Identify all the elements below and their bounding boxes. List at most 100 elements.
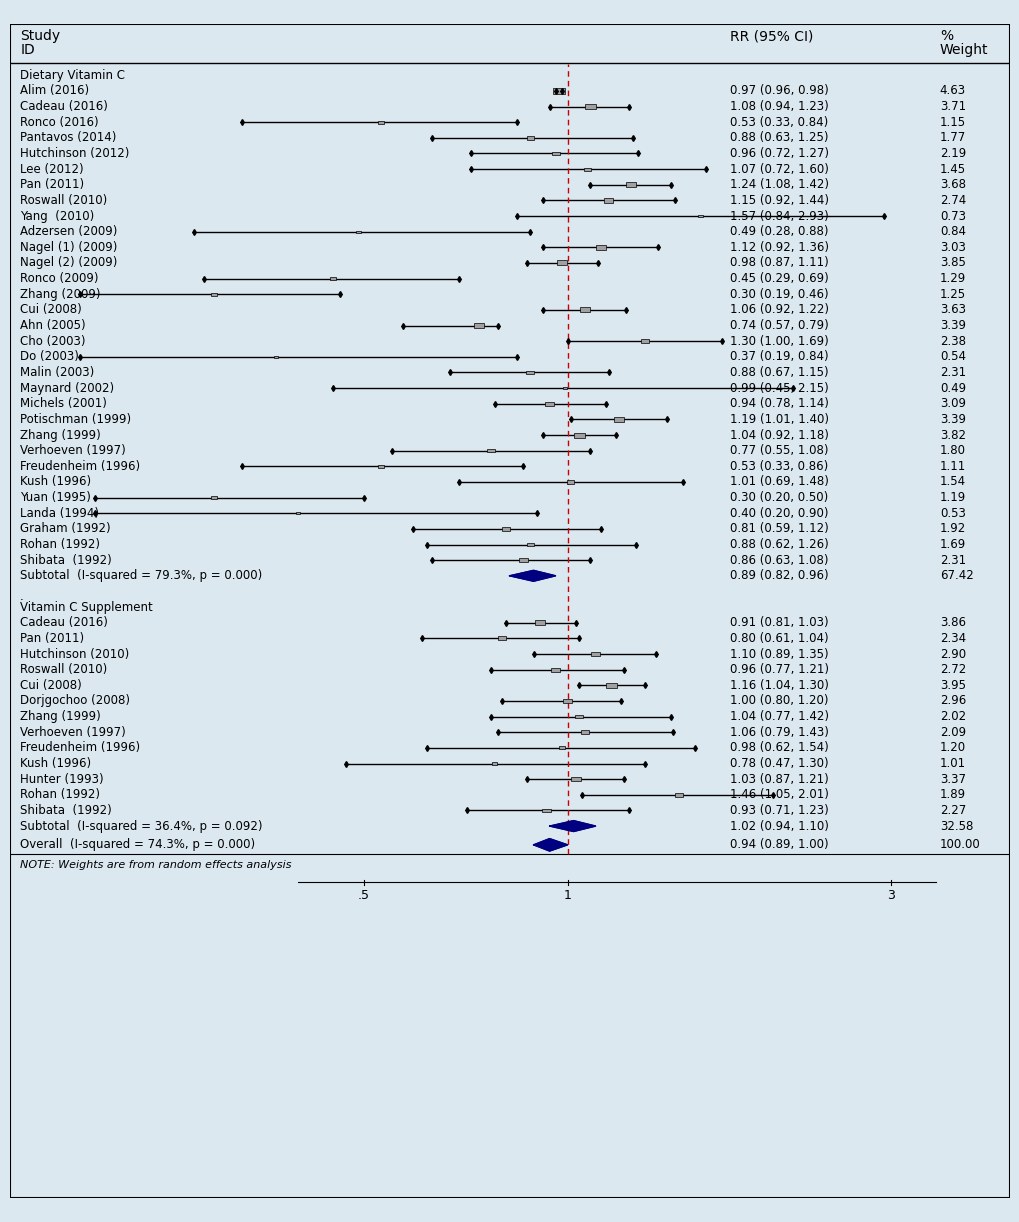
Text: Kush (1996): Kush (1996) [20,756,92,770]
Text: Pan (2011): Pan (2011) [20,178,85,192]
Text: Yuan (1995): Yuan (1995) [20,491,91,505]
Text: 1.02 (0.94, 1.10): 1.02 (0.94, 1.10) [730,820,828,832]
Text: 2.96: 2.96 [938,694,965,708]
Text: 1.54: 1.54 [938,475,965,489]
Text: 1.06 (0.79, 1.43): 1.06 (0.79, 1.43) [730,726,828,739]
Bar [552,88,565,94]
Text: Rohan (1992): Rohan (1992) [20,788,100,802]
Text: 0.93 (0.71, 1.23): 0.93 (0.71, 1.23) [730,804,827,818]
Text: Weight: Weight [938,43,987,56]
Text: 0.81 (0.59, 1.12): 0.81 (0.59, 1.12) [730,522,827,535]
Text: ID: ID [20,43,35,56]
Text: 0.88 (0.62, 1.26): 0.88 (0.62, 1.26) [730,538,827,551]
Text: 0.97 (0.96, 0.98): 0.97 (0.96, 0.98) [730,84,827,98]
Bar [534,621,545,626]
Text: Lee (2012): Lee (2012) [20,163,84,176]
Text: 3.37: 3.37 [938,772,965,786]
Bar [556,260,567,265]
Text: Potischman (1999): Potischman (1999) [20,413,131,426]
Bar [626,182,636,187]
Text: Zhang (1999): Zhang (1999) [20,429,101,441]
Text: Freudenheim (1996): Freudenheim (1996) [20,742,141,754]
Bar [544,402,553,406]
Text: 1.01 (0.69, 1.48): 1.01 (0.69, 1.48) [730,475,828,489]
Bar [474,323,484,327]
Text: Yang  (2010): Yang (2010) [20,209,95,222]
Bar [10,24,1009,1198]
Bar [591,651,600,656]
Text: 0.53 (0.33, 0.86): 0.53 (0.33, 0.86) [730,459,827,473]
Text: 0.30 (0.20, 0.50): 0.30 (0.20, 0.50) [730,491,827,505]
Text: 2.74: 2.74 [938,194,965,207]
Text: Dorjgochoo (2008): Dorjgochoo (2008) [20,694,130,708]
Text: Rohan (1992): Rohan (1992) [20,538,100,551]
Text: Cui (2008): Cui (2008) [20,678,82,692]
Text: Ronco (2016): Ronco (2016) [20,116,99,128]
Text: 3: 3 [886,888,894,902]
Bar [550,667,559,672]
Text: 0.91 (0.81, 1.03): 0.91 (0.81, 1.03) [730,616,827,629]
Text: 2.72: 2.72 [938,664,965,676]
Bar [211,496,217,499]
Bar [603,198,612,203]
Text: 3.03: 3.03 [938,241,965,254]
Text: Michels (2001): Michels (2001) [20,397,107,411]
Text: 1.45: 1.45 [938,163,965,176]
Bar [579,308,589,313]
Text: Subtotal  (I-squared = 79.3%, p = 0.000): Subtotal (I-squared = 79.3%, p = 0.000) [20,569,262,583]
Text: Freudenheim (1996): Freudenheim (1996) [20,459,141,473]
Text: 1.01: 1.01 [938,756,965,770]
Text: 0.94 (0.89, 1.00): 0.94 (0.89, 1.00) [730,838,827,852]
Text: 1.06 (0.92, 1.22): 1.06 (0.92, 1.22) [730,303,828,316]
Text: 0.53 (0.33, 0.84): 0.53 (0.33, 0.84) [730,116,827,128]
Text: 0.94 (0.78, 1.14): 0.94 (0.78, 1.14) [730,397,828,411]
Text: 1.80: 1.80 [938,444,965,457]
Text: 0.99 (0.45, 2.15): 0.99 (0.45, 2.15) [730,381,827,395]
Bar [519,558,527,562]
Bar [571,777,581,782]
Text: 4.63: 4.63 [938,84,965,98]
Text: 2.90: 2.90 [938,648,965,661]
Text: RR (95% CI): RR (95% CI) [730,29,812,43]
Text: 0.78 (0.47, 1.30): 0.78 (0.47, 1.30) [730,756,827,770]
Text: 3.09: 3.09 [938,397,965,411]
Text: Verhoeven (1997): Verhoeven (1997) [20,726,125,739]
Bar [526,136,533,139]
Bar [211,293,217,296]
Text: 2.31: 2.31 [938,554,965,567]
Text: 1.04 (0.77, 1.42): 1.04 (0.77, 1.42) [730,710,828,723]
Text: Ronco (2009): Ronco (2009) [20,273,99,285]
Text: 1.57 (0.84, 2.93): 1.57 (0.84, 2.93) [730,209,827,222]
Text: 1.46 (1.05, 2.01): 1.46 (1.05, 2.01) [730,788,828,802]
Text: 1.03 (0.87, 1.21): 1.03 (0.87, 1.21) [730,772,827,786]
Text: 1.25: 1.25 [938,287,965,301]
Text: 1: 1 [564,888,571,902]
Text: 1.69: 1.69 [938,538,965,551]
Text: 1.08 (0.94, 1.23): 1.08 (0.94, 1.23) [730,100,827,114]
Bar [487,448,494,452]
Bar [675,793,682,797]
Text: Do (2003): Do (2003) [20,351,79,363]
Text: 0.40 (0.20, 0.90): 0.40 (0.20, 0.90) [730,507,827,519]
Text: 0.49: 0.49 [938,381,965,395]
Text: Landa (1994): Landa (1994) [20,507,99,519]
Text: 0.77 (0.55, 1.08): 0.77 (0.55, 1.08) [730,444,827,457]
Text: Shibata  (1992): Shibata (1992) [20,554,112,567]
Text: 0.30 (0.19, 0.46): 0.30 (0.19, 0.46) [730,287,827,301]
Text: Nagel (1) (2009): Nagel (1) (2009) [20,241,117,254]
Text: 1.20: 1.20 [938,742,965,754]
Text: Roswall (2010): Roswall (2010) [20,194,107,207]
Text: 3.39: 3.39 [938,319,965,332]
Bar [613,417,624,422]
Text: 0.98 (0.62, 1.54): 0.98 (0.62, 1.54) [730,742,827,754]
Polygon shape [508,571,555,582]
Text: 0.49 (0.28, 0.88): 0.49 (0.28, 0.88) [730,225,827,238]
Text: Ahn (2005): Ahn (2005) [20,319,86,332]
Text: 1.15: 1.15 [938,116,965,128]
Text: 1.19 (1.01, 1.40): 1.19 (1.01, 1.40) [730,413,828,426]
Text: 3.71: 3.71 [938,100,965,114]
Text: Dietary Vitamin C: Dietary Vitamin C [20,68,125,82]
Text: 2.31: 2.31 [938,365,965,379]
Text: 1.24 (1.08, 1.42): 1.24 (1.08, 1.42) [730,178,828,192]
Bar [526,543,533,546]
